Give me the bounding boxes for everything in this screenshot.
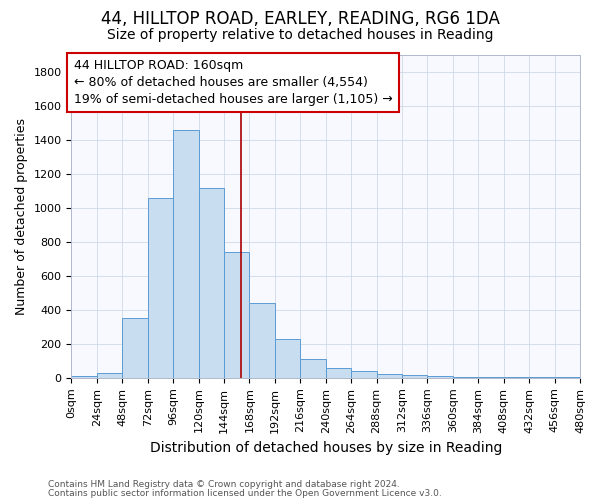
Bar	[250, 303, 275, 378]
X-axis label: Distribution of detached houses by size in Reading: Distribution of detached houses by size …	[149, 441, 502, 455]
Bar	[377, 374, 402, 378]
Bar	[199, 188, 224, 378]
Bar	[148, 198, 173, 378]
Bar	[453, 377, 478, 378]
Bar	[71, 376, 97, 378]
Y-axis label: Number of detached properties: Number of detached properties	[15, 118, 28, 315]
Text: Size of property relative to detached houses in Reading: Size of property relative to detached ho…	[107, 28, 493, 42]
Text: 44, HILLTOP ROAD, EARLEY, READING, RG6 1DA: 44, HILLTOP ROAD, EARLEY, READING, RG6 1…	[101, 10, 499, 28]
Bar	[122, 318, 148, 378]
Text: 44 HILLTOP ROAD: 160sqm
← 80% of detached houses are smaller (4,554)
19% of semi: 44 HILLTOP ROAD: 160sqm ← 80% of detache…	[74, 59, 392, 106]
Text: Contains public sector information licensed under the Open Government Licence v3: Contains public sector information licen…	[48, 488, 442, 498]
Text: Contains HM Land Registry data © Crown copyright and database right 2024.: Contains HM Land Registry data © Crown c…	[48, 480, 400, 489]
Bar	[300, 359, 326, 378]
Bar	[97, 372, 122, 378]
Bar	[478, 377, 504, 378]
Bar	[224, 252, 250, 378]
Bar	[402, 376, 427, 378]
Bar	[427, 376, 453, 378]
Bar	[275, 338, 300, 378]
Bar	[173, 130, 199, 378]
Bar	[351, 371, 377, 378]
Bar	[326, 368, 351, 378]
